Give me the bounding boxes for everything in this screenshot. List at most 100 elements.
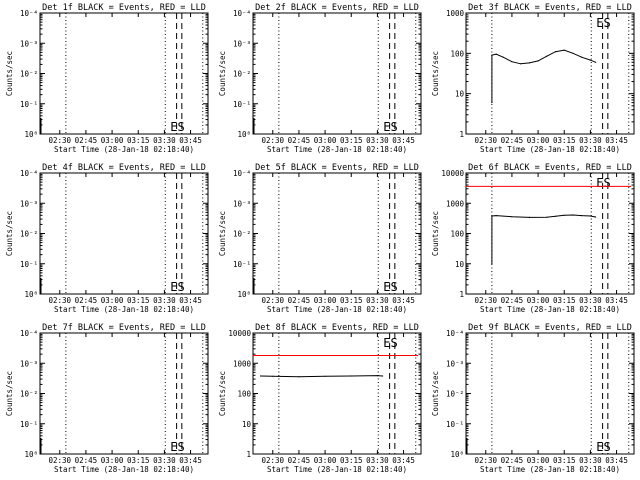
x-tick-label: 03:30 [366, 456, 389, 465]
y-tick-label: 10⁰ [24, 450, 38, 459]
x-tick-label: 03:15 [127, 296, 150, 305]
y-tick-label: 10⁰ [237, 290, 251, 299]
x-tick-label: 03:00 [314, 136, 337, 145]
events-data-point [546, 216, 548, 218]
lld-data-point [629, 185, 632, 187]
panel-title: Det 3f BLACK = Events, RED = LLD [468, 3, 632, 13]
y-tick-label: 10⁻² [446, 390, 464, 399]
events-data-point [495, 215, 497, 217]
x-tick-label: 03:30 [153, 136, 176, 145]
plot-frame [465, 12, 635, 135]
panel-det-5: Det 5f BLACK = Events, RED = LLD 10⁰ 10⁻¹ 1… [218, 163, 422, 314]
y-axis-label: Counts/sec [5, 211, 14, 256]
events-data-point [581, 56, 583, 58]
events-data-point [554, 215, 557, 217]
plot-frame [39, 172, 209, 295]
y-tick-label: 100 [450, 49, 464, 58]
plot-frame [252, 172, 422, 295]
x-tick-label: 02:45 [288, 456, 311, 465]
x-tick-label: 02:45 [288, 296, 311, 305]
x-tick-label: 03:15 [340, 136, 363, 145]
panel-det-4: Det 4f BLACK = Events, RED = LLD 10⁰ 10⁻¹ 1… [5, 163, 209, 314]
y-tick-label: 100 [450, 230, 464, 239]
flag-label: ES [383, 336, 397, 350]
x-axis-label: Start Time (28-Jan-18 02:18:40) [54, 305, 194, 314]
y-tick-label: 10⁻³ [20, 359, 38, 368]
flag-label: ES [170, 280, 184, 294]
events-data-point [511, 216, 513, 218]
x-tick-label: 03:15 [127, 136, 150, 145]
x-tick-label: 03:15 [340, 456, 363, 465]
y-tick-label: 10⁻⁴ [20, 329, 38, 338]
y-axis-label: Counts/sec [218, 371, 227, 416]
y-tick-label: 10⁰ [450, 450, 464, 459]
x-tick-label: 03:45 [605, 136, 628, 145]
y-axis-label: Counts/sec [5, 51, 14, 96]
events-data-point [589, 215, 592, 217]
events-data-point [528, 216, 531, 218]
panel-title: Det 8f BLACK = Events, RED = LLD [255, 323, 419, 333]
events-data-point [563, 49, 565, 51]
x-tick-label: 02:45 [75, 296, 98, 305]
flag-label: ES [383, 280, 397, 294]
events-data-point [495, 53, 497, 55]
y-tick-label: 1 [459, 130, 464, 139]
y-tick-label: 10⁰ [237, 130, 251, 139]
y-tick-label: 10⁰ [24, 290, 38, 299]
x-tick-label: 02:45 [75, 136, 98, 145]
x-tick-label: 03:45 [605, 296, 628, 305]
y-tick-label: 100 [237, 390, 251, 399]
events-data-point [350, 375, 352, 377]
x-tick-label: 03:30 [366, 136, 389, 145]
y-tick-label: 10⁻³ [233, 39, 251, 48]
x-tick-label: 02:45 [501, 136, 524, 145]
x-axis-label: Start Time (28-Jan-18 02:18:40) [480, 465, 620, 474]
events-data-point [491, 54, 493, 56]
events-data-point [502, 56, 504, 58]
events-data-point [537, 60, 539, 62]
x-tick-label: 02:30 [48, 296, 71, 305]
y-tick-label: 10⁻¹ [233, 100, 251, 109]
x-axis-label: Start Time (28-Jan-18 02:18:40) [267, 305, 407, 314]
panel-title: Det 5f BLACK = Events, RED = LLD [255, 163, 419, 173]
y-tick-label: 10⁻⁴ [20, 169, 38, 178]
events-series-line [491, 49, 596, 103]
x-tick-label: 03:30 [579, 136, 602, 145]
events-series-line [491, 214, 596, 264]
y-tick-label: 10⁰ [24, 130, 38, 139]
y-tick-label: 10000 [441, 169, 464, 178]
events-data-point [260, 375, 262, 377]
y-tick-label: 10⁻² [20, 230, 38, 239]
x-axis-label: Start Time (28-Jan-18 02:18:40) [480, 305, 620, 314]
events-data-point [589, 59, 592, 61]
x-tick-label: 02:30 [474, 296, 497, 305]
y-tick-label: 10⁻² [233, 230, 251, 239]
x-tick-label: 02:30 [261, 136, 284, 145]
x-tick-label: 02:30 [48, 456, 71, 465]
x-tick-label: 02:30 [474, 136, 497, 145]
plot-frame [465, 332, 635, 455]
plot-frame [252, 332, 422, 455]
panel-det-7: Det 7f BLACK = Events, RED = LLD 10⁰ 10⁻¹ 1… [5, 323, 209, 474]
events-data-point [572, 214, 574, 216]
y-tick-label: 10⁻⁴ [446, 329, 464, 338]
lld-data-point [416, 354, 419, 357]
y-tick-label: 10⁻⁴ [233, 169, 251, 178]
panel-title: Det 1f BLACK = Events, RED = LLD [42, 3, 206, 13]
panel-det-2: Det 2f BLACK = Events, RED = LLD 10⁰ 10⁻¹ 1… [218, 3, 422, 154]
x-tick-label: 03:00 [527, 456, 550, 465]
x-tick-label: 03:45 [605, 456, 628, 465]
events-data-point [595, 61, 597, 63]
y-tick-label: 10 [455, 260, 465, 269]
events-data-point [546, 55, 548, 57]
events-data-point [563, 214, 565, 216]
x-tick-label: 03:15 [553, 296, 576, 305]
y-axis-label: Counts/sec [5, 371, 14, 416]
plot-frame [252, 12, 422, 135]
y-axis-label: Counts/sec [431, 211, 440, 256]
y-tick-label: 10⁻¹ [233, 260, 251, 269]
flag-label: ES [170, 120, 184, 134]
y-axis-label: Counts/sec [218, 211, 227, 256]
y-tick-label: 10⁻⁴ [233, 9, 251, 18]
panel-det-8: Det 8f BLACK = Events, RED = LLD 1 10 100 10… [218, 323, 422, 474]
